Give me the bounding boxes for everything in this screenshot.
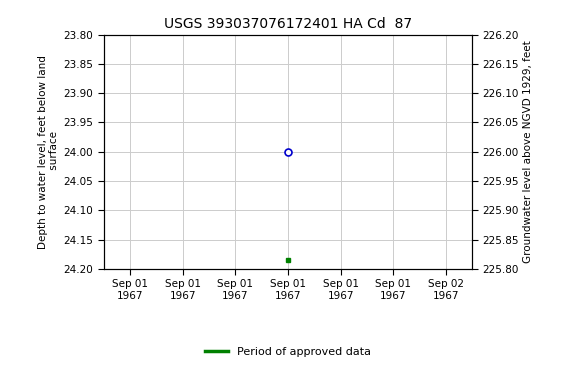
Y-axis label: Depth to water level, feet below land
 surface: Depth to water level, feet below land su… [37,55,59,248]
Title: USGS 393037076172401 HA Cd  87: USGS 393037076172401 HA Cd 87 [164,17,412,31]
Legend: Period of approved data: Period of approved data [201,343,375,362]
Y-axis label: Groundwater level above NGVD 1929, feet: Groundwater level above NGVD 1929, feet [524,40,533,263]
